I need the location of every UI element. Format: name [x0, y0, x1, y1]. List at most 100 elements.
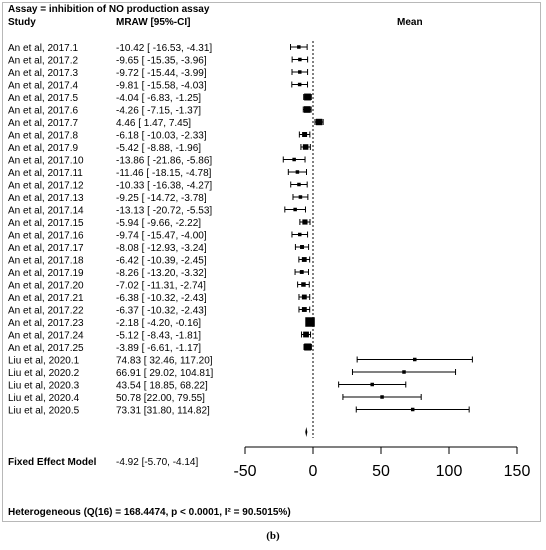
point-estimate	[298, 57, 302, 62]
point-estimate	[297, 182, 301, 187]
point-estimate	[380, 395, 384, 399]
point-estimate	[300, 245, 304, 249]
heterogeneity-text: Heterogeneous (Q(16) = 168.4474, p < 0.0…	[8, 507, 291, 518]
point-estimate	[298, 195, 303, 199]
study-name: An et al, 2017.1	[8, 43, 78, 54]
summary-ci-text: -4.92 [-5.70, -4.14]	[116, 457, 198, 468]
x-tick-label: -50	[233, 463, 256, 480]
study-ci-text: -9.74 [ -15.47, -4.00]	[116, 231, 207, 242]
study-name: An et al, 2017.10	[8, 156, 84, 167]
figure-caption: (b)	[266, 530, 280, 542]
point-estimate	[304, 93, 311, 101]
point-estimate	[301, 282, 306, 287]
study-name: An et al, 2017.23	[8, 318, 84, 329]
figure-frame	[2, 2, 541, 522]
point-estimate	[292, 157, 296, 162]
study-ci-text: -8.08 [ -12.93, -3.24]	[116, 243, 207, 254]
stat-header: MRAW [95%-CI]	[116, 17, 190, 28]
assay-title: Assay = inhibition of NO production assa…	[8, 4, 210, 15]
study-ci-text: -5.12 [ -8.43, -1.81]	[116, 331, 201, 342]
study-ci-text: 4.46 [ 1.47, 7.45]	[116, 118, 191, 129]
study-name: Liu et al, 2020.3	[8, 381, 80, 392]
forest-plot: Assay = inhibition of NO production assa…	[8, 4, 531, 518]
mean-header: Mean	[397, 17, 423, 28]
study-ci-text: -9.25 [ -14.72, -3.78]	[116, 193, 207, 204]
study-name: An et al, 2017.11	[8, 168, 83, 179]
point-estimate	[413, 357, 417, 362]
point-estimate	[298, 232, 302, 237]
study-name: An et al, 2017.7	[8, 118, 78, 129]
point-estimate	[301, 307, 307, 312]
study-ci-text: -4.26 [ -7.15, -1.37]	[116, 106, 201, 117]
study-name: An et al, 2017.18	[8, 256, 84, 267]
study-name: Liu et al, 2020.1	[8, 356, 80, 367]
x-tick-label: 100	[436, 463, 463, 480]
x-tick-label: 150	[504, 463, 531, 480]
study-ci-text: -9.65 [ -15.35, -3.96]	[116, 56, 207, 67]
study-name: An et al, 2017.4	[8, 81, 78, 92]
point-estimate	[297, 82, 302, 87]
study-name: An et al, 2017.22	[8, 306, 84, 317]
study-name: An et al, 2017.2	[8, 56, 78, 67]
point-estimate	[315, 118, 323, 126]
study-name: An et al, 2017.15	[8, 218, 84, 229]
x-tick-label: 0	[309, 463, 318, 480]
point-estimate	[301, 294, 307, 300]
study-header: Study	[8, 17, 36, 28]
point-estimate	[301, 257, 307, 262]
point-estimate	[410, 407, 415, 412]
study-name: An et al, 2017.25	[8, 343, 84, 354]
study-ci-text: -13.13 [ -20.72, -5.53]	[116, 206, 212, 217]
study-ci-text: 50.78 [22.00, 79.55]	[116, 393, 205, 404]
study-ci-text: -6.42 [ -10.39, -2.45]	[116, 256, 207, 267]
study-name: An et al, 2017.19	[8, 268, 84, 279]
study-name: An et al, 2017.16	[8, 231, 84, 242]
study-name: An et al, 2017.13	[8, 193, 84, 204]
study-ci-text: -2.18 [ -4.20, -0.16]	[116, 318, 201, 329]
study-ci-text: -4.04 [ -6.83, -1.25]	[116, 93, 201, 104]
point-estimate	[302, 219, 308, 225]
study-name: An et al, 2017.20	[8, 281, 84, 292]
summary-label: Fixed Effect Model	[8, 457, 97, 468]
study-ci-text: -3.89 [ -6.61, -1.17]	[116, 343, 201, 354]
point-estimate	[304, 343, 312, 351]
study-ci-text: -6.38 [ -10.32, -2.43]	[116, 293, 207, 304]
point-estimate	[299, 270, 304, 274]
study-name: Liu et al, 2020.2	[8, 368, 80, 379]
point-estimate	[293, 207, 297, 212]
study-name: An et al, 2017.3	[8, 68, 78, 79]
study-name: Liu et al, 2020.5	[8, 406, 80, 417]
study-name: An et al, 2017.12	[8, 181, 84, 192]
study-rows: An et al, 2017.1 -10.42 [ -16.53, -4.31] A…	[8, 41, 473, 438]
study-ci-text: -10.33 [ -16.38, -4.27]	[116, 181, 212, 192]
study-name: An et al, 2017.8	[8, 131, 78, 142]
study-ci-text: 74.83 [ 32.46, 117.20]	[116, 356, 213, 367]
study-ci-text: -11.46 [ -18.15, -4.78]	[116, 168, 212, 179]
study-ci-text: -6.37 [ -10.32, -2.43]	[116, 306, 207, 317]
point-estimate	[298, 70, 302, 74]
study-ci-text: -6.18 [ -10.03, -2.33]	[116, 131, 207, 142]
study-ci-text: -7.02 [ -11.31, -2.74]	[116, 281, 206, 292]
study-ci-text: 73.31 [31.80, 114.82]	[116, 406, 210, 417]
point-estimate	[297, 45, 301, 49]
point-estimate	[303, 106, 311, 113]
point-estimate	[402, 370, 406, 374]
study-ci-text: -13.86 [ -21.86, -5.86]	[116, 156, 212, 167]
study-name: An et al, 2017.24	[8, 331, 84, 342]
summary-diamond	[305, 427, 308, 437]
study-ci-text: -9.81 [ -15.58, -4.03]	[116, 81, 207, 92]
study-ci-text: 43.54 [ 18.85, 68.22]	[116, 381, 208, 392]
study-ci-text: -5.42 [ -8.88, -1.96]	[116, 143, 201, 154]
point-estimate	[305, 317, 315, 327]
study-ci-text: -8.26 [ -13.20, -3.32]	[116, 268, 207, 279]
study-ci-text: -10.42 [ -16.53, -4.31]	[116, 43, 212, 54]
study-ci-text: -9.72 [ -15.44, -3.99]	[116, 68, 207, 79]
point-estimate	[370, 382, 374, 387]
study-name: An et al, 2017.14	[8, 206, 84, 217]
study-name: Liu et al, 2020.4	[8, 393, 80, 404]
x-axis: -50 0 50 100 150	[233, 446, 531, 480]
study-name: An et al, 2017.9	[8, 143, 78, 154]
study-name: An et al, 2017.17	[8, 243, 84, 254]
study-name: An et al, 2017.5	[8, 93, 78, 104]
study-name: An et al, 2017.21	[8, 293, 84, 304]
